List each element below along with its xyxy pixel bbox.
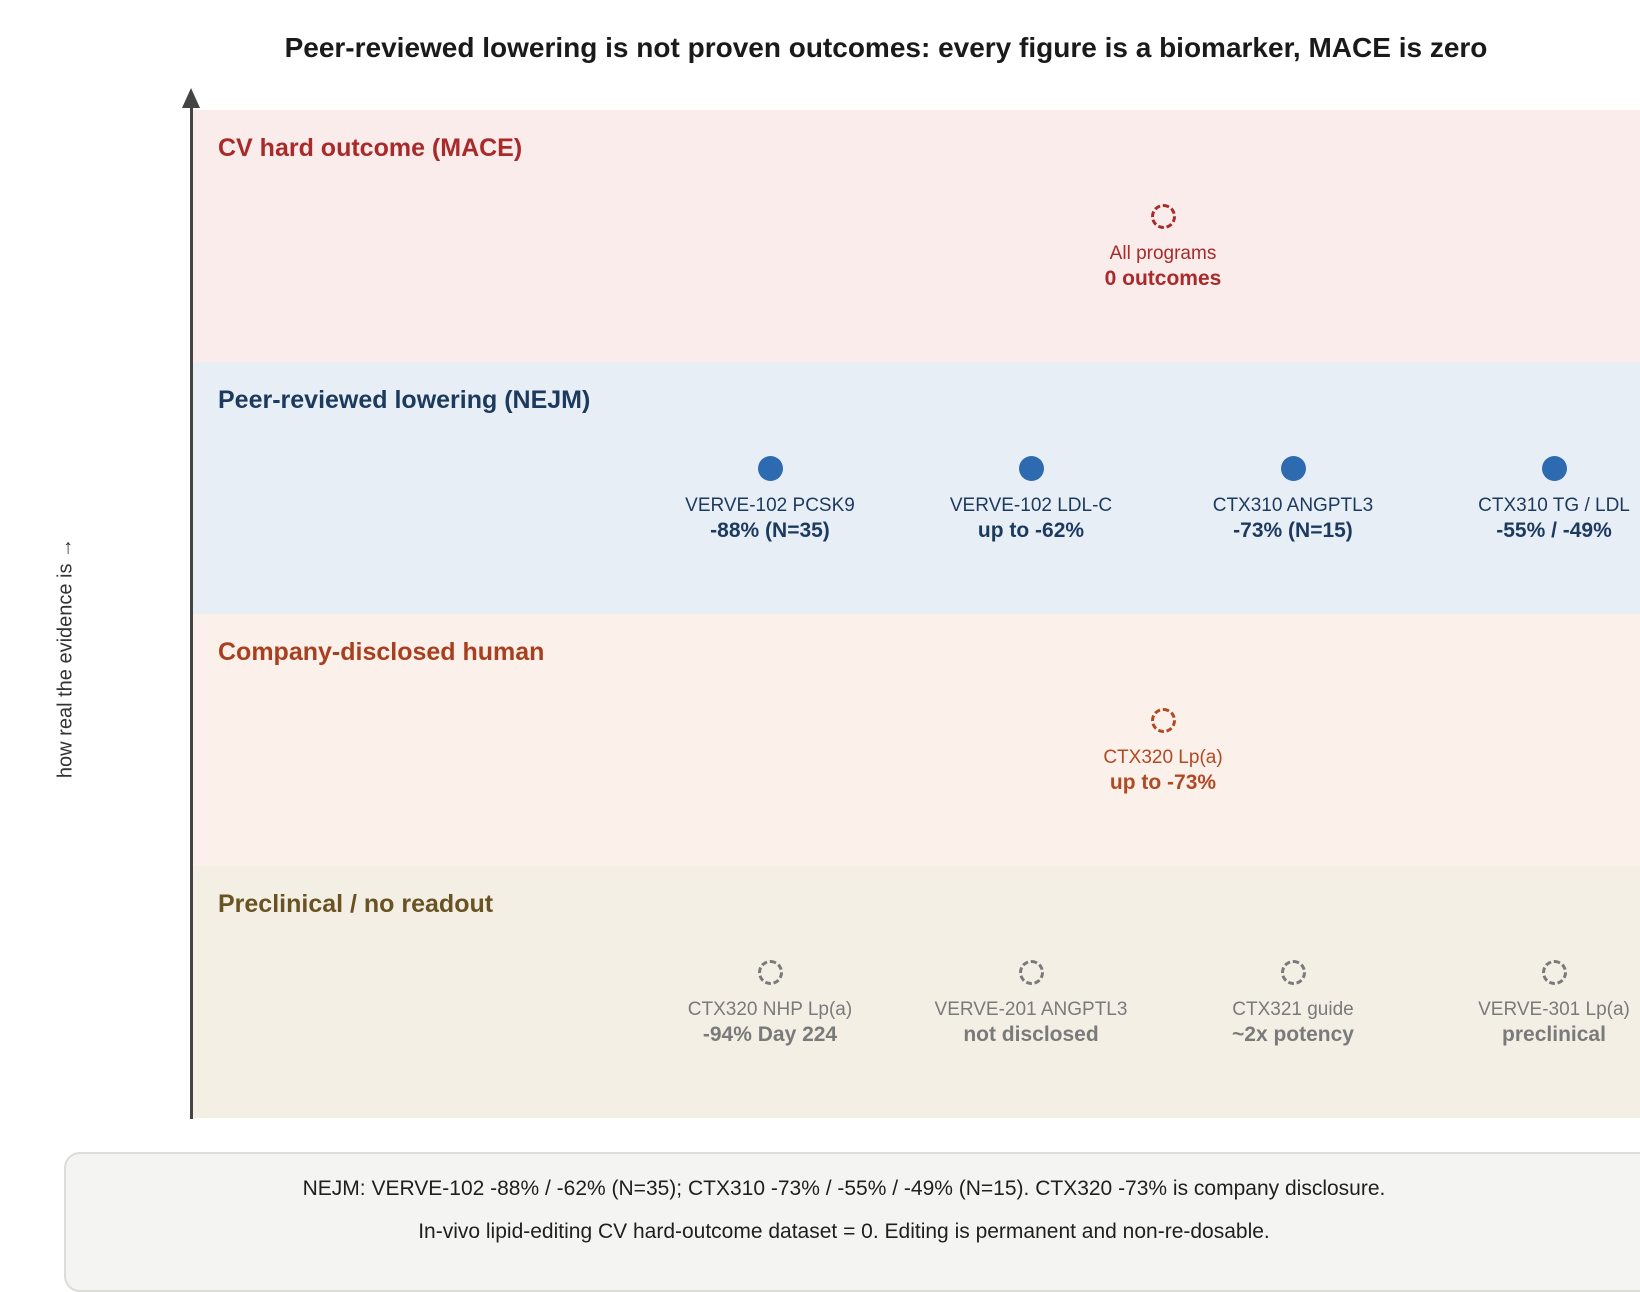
chart-title: Peer-reviewed lowering is not proven out…	[284, 32, 1488, 63]
band-label: CV hard outcome (MACE)	[218, 134, 523, 162]
solid-marker-icon	[1541, 456, 1567, 481]
dashed-marker-icon	[1541, 960, 1567, 985]
node-name: CTX310 ANGPTL3	[1212, 495, 1374, 516]
node-value: up to -62%	[977, 519, 1085, 542]
solid-marker-icon	[757, 456, 783, 481]
evidence-node: CTX310 ANGPTL3 -73% (N=15)	[1153, 456, 1433, 543]
evidence-band-0: CV hard outcome (MACE) All programs 0 outc…	[193, 110, 1640, 362]
evidence-node: CTX310 TG / LDL -55% / -49%	[1414, 456, 1640, 543]
node-name: VERVE-301 Lp(a)	[1478, 999, 1630, 1020]
y-axis-line	[190, 102, 193, 1119]
node-value: -88% (N=35)	[710, 519, 830, 542]
evidence-node: All programs 0 outcomes	[1023, 204, 1303, 291]
dashed-marker-icon	[1280, 960, 1306, 985]
node-value: not disclosed	[963, 1023, 1099, 1046]
node-name: CTX321 guide	[1232, 999, 1354, 1020]
node-value: ~2x potency	[1232, 1023, 1354, 1046]
node-name: All programs	[1109, 243, 1217, 264]
dashed-marker-icon	[757, 960, 783, 985]
node-name: VERVE-201 ANGPTL3	[934, 999, 1128, 1020]
node-value: preclinical	[1502, 1023, 1606, 1046]
evidence-node: CTX321 guide ~2x potency	[1153, 960, 1433, 1047]
band-label: Company-disclosed human	[218, 638, 545, 666]
solid-marker-icon	[1280, 456, 1306, 481]
node-value: -55% / -49%	[1496, 519, 1612, 542]
footnote-line-1: NEJM: VERVE-102 -88% / -62% (N=35); CTX3…	[302, 1177, 1386, 1200]
node-name: CTX320 Lp(a)	[1103, 747, 1223, 768]
evidence-node: VERVE-102 LDL-C up to -62%	[891, 456, 1171, 543]
evidence-node: VERVE-301 Lp(a) preclinical	[1414, 960, 1640, 1047]
evidence-band-3: Preclinical / no readout CTX320 NHP Lp(a)…	[193, 866, 1640, 1118]
node-value: up to -73%	[1109, 771, 1217, 794]
evidence-band-2: Company-disclosed human CTX320 Lp(a) up to…	[193, 614, 1640, 866]
footnote-line-2: In-vivo lipid-editing CV hard-outcome da…	[418, 1220, 1270, 1243]
y-axis-arrow-icon	[182, 88, 200, 108]
node-value: -94% Day 224	[702, 1023, 838, 1046]
dashed-marker-icon	[1150, 708, 1176, 733]
dashed-marker-icon	[1018, 960, 1044, 985]
node-name: CTX320 NHP Lp(a)	[687, 999, 853, 1020]
evidence-node: CTX320 Lp(a) up to -73%	[1023, 708, 1303, 795]
y-axis-label: how real the evidence is →	[54, 537, 77, 779]
node-name: VERVE-102 PCSK9	[685, 495, 855, 516]
dashed-marker-icon	[1150, 204, 1176, 229]
node-name: CTX310 TG / LDL	[1478, 495, 1630, 516]
evidence-node: VERVE-102 PCSK9 -88% (N=35)	[630, 456, 910, 543]
band-label: Peer-reviewed lowering (NEJM)	[218, 386, 591, 414]
evidence-band-1: Peer-reviewed lowering (NEJM) VERVE-102 P…	[193, 362, 1640, 614]
evidence-node: VERVE-201 ANGPTL3 not disclosed	[891, 960, 1171, 1047]
solid-marker-icon	[1018, 456, 1044, 481]
footnote-box: NEJM: VERVE-102 -88% / -62% (N=35); CTX3…	[64, 1152, 1640, 1292]
evidence-node: CTX320 NHP Lp(a) -94% Day 224	[630, 960, 910, 1047]
band-label: Preclinical / no readout	[218, 890, 494, 918]
node-value: -73% (N=15)	[1233, 519, 1353, 542]
node-name: VERVE-102 LDL-C	[949, 495, 1113, 516]
node-value: 0 outcomes	[1104, 267, 1222, 290]
